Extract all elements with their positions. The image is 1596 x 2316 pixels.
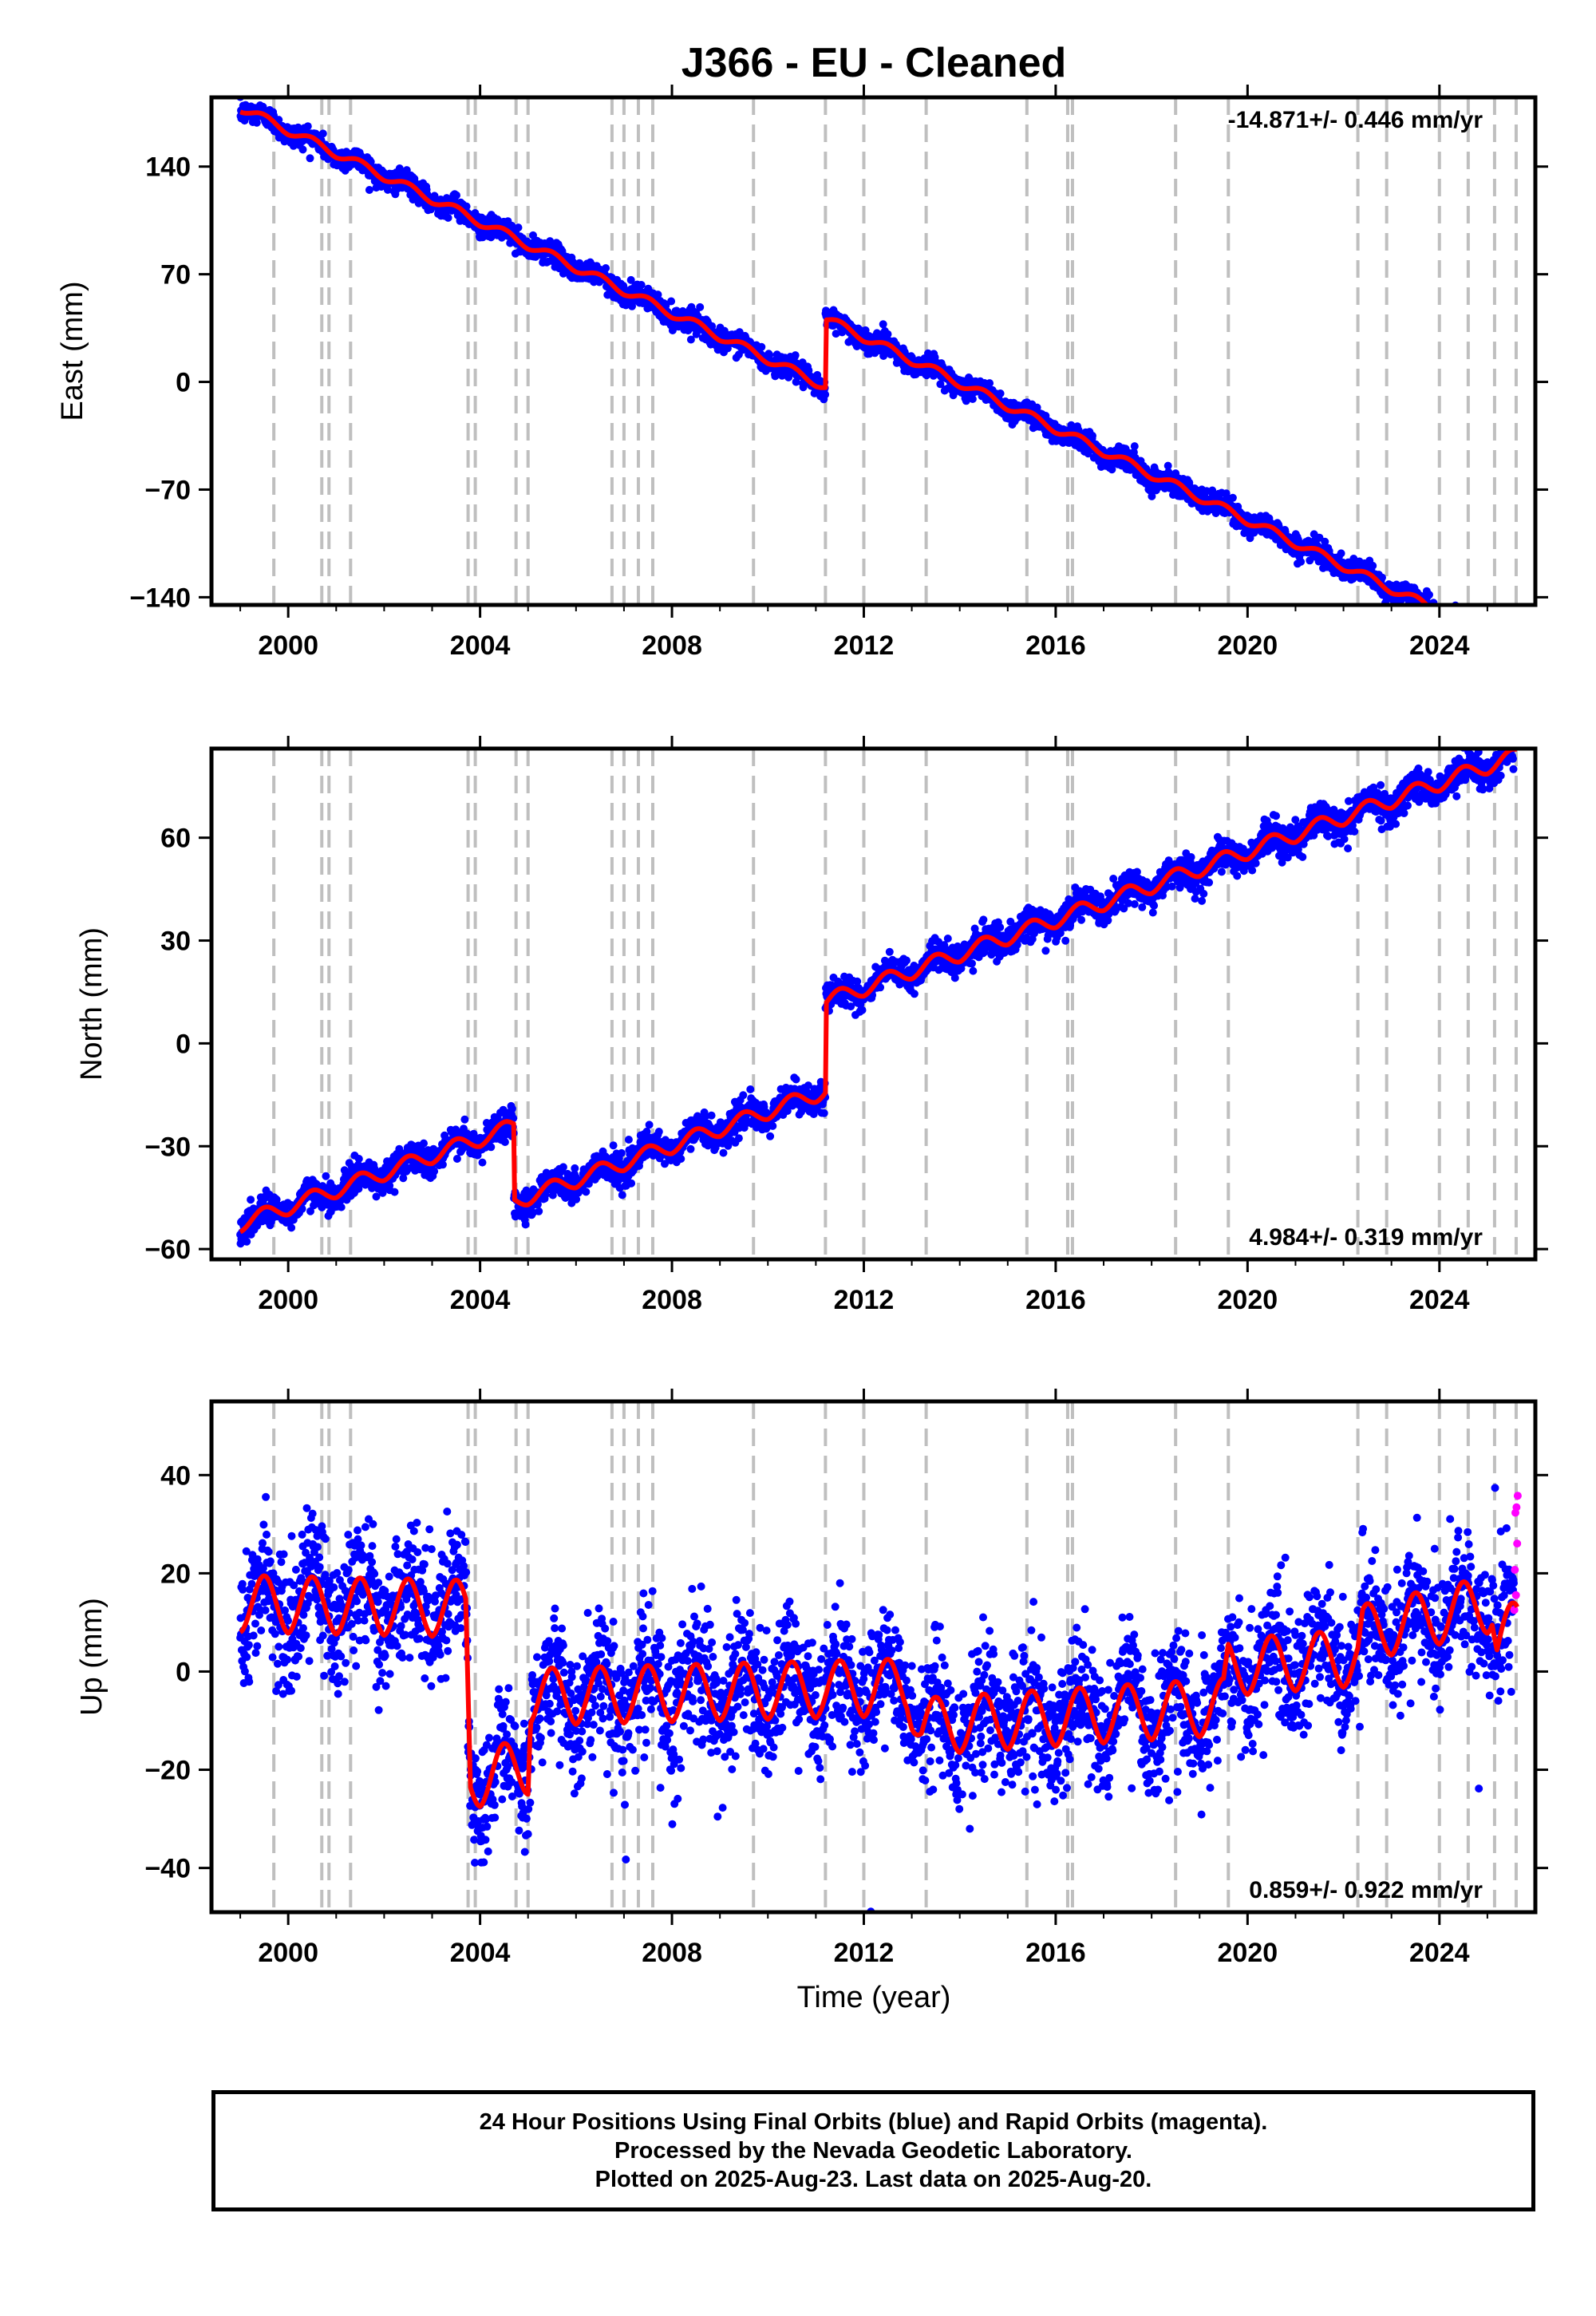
y-tick-label: −60 [144, 1235, 191, 1265]
plot-area [236, 723, 1519, 1259]
x-tick-label: 2004 [450, 1938, 511, 1968]
y-axis-label: East (mm) [56, 281, 89, 421]
rate-label: 4.984+/- 0.319 mm/yr [1249, 1224, 1483, 1251]
y-tick-label: −140 [129, 583, 191, 613]
y-tick-label: 0 [176, 1029, 191, 1059]
final-orbit-points [236, 97, 1470, 605]
panel-frame [209, 746, 1538, 1262]
model-curve [239, 1573, 1519, 1809]
panel-frame [209, 95, 1538, 607]
y-tick-label: −20 [144, 1756, 191, 1786]
x-tick-label: 2024 [1409, 630, 1470, 661]
x-tick-label: 2000 [258, 1938, 318, 1968]
plot-area [236, 1401, 1522, 1912]
y-tick-label: 20 [160, 1559, 191, 1589]
x-tick-label: 2012 [834, 1285, 895, 1315]
x-tick-label: 2012 [834, 1938, 895, 1968]
rapid-orbit-points [1515, 723, 1518, 745]
y-axis-label: Up (mm) [75, 1598, 109, 1716]
x-tick-label: 2008 [642, 1938, 702, 1968]
rate-label: 0.859+/- 0.922 mm/yr [1249, 1877, 1483, 1903]
y-tick-label: −70 [144, 475, 191, 505]
final-orbit-points [236, 1484, 1518, 1912]
chart-title: J366 - EU - Cleaned [681, 40, 1067, 86]
plot-area [236, 97, 1518, 657]
x-tick-label: 2016 [1025, 1285, 1086, 1315]
x-tick-label: 2008 [642, 630, 702, 661]
y-tick-label: 30 [160, 927, 191, 957]
x-tick-label: 2020 [1218, 630, 1278, 661]
x-tick-label: 2016 [1025, 1938, 1086, 1968]
model-curve [239, 749, 1519, 1235]
x-tick-label: 2020 [1218, 1285, 1278, 1315]
x-tick-label: 2000 [258, 1285, 318, 1315]
footnote-line-1: 24 Hour Positions Using Final Orbits (bl… [479, 2109, 1268, 2135]
model-curve [239, 109, 1431, 605]
rapid-orbit-points [1515, 640, 1518, 657]
x-tick-label: 2024 [1409, 1938, 1470, 1968]
y-tick-label: 140 [145, 152, 191, 183]
y-tick-label: −30 [144, 1132, 191, 1162]
panel-north: 60 30 0 −30 −60 2000 2004 2008 2012 2016 2020 2024 N… [75, 723, 1548, 1315]
x-tick-label: 2004 [450, 1285, 511, 1315]
x-tick-label: 2004 [450, 630, 511, 661]
footnote-line-2: Processed by the Nevada Geodetic Laborat… [614, 2138, 1132, 2164]
y-tick-label: 0 [176, 368, 191, 398]
y-tick-label: 0 [176, 1657, 191, 1687]
x-tick-label: 2016 [1025, 630, 1086, 661]
x-axis-label: Time (year) [797, 1981, 951, 2014]
rapid-orbit-points [1510, 1492, 1522, 1614]
x-tick-label: 2000 [258, 630, 318, 661]
y-tick-label: 60 [160, 824, 191, 854]
final-orbit-points [236, 749, 1518, 1248]
y-tick-label: 70 [160, 260, 191, 290]
y-tick-label: −40 [144, 1854, 191, 1884]
y-axis-label: North (mm) [75, 927, 109, 1081]
rate-label: -14.871+/- 0.446 mm/yr [1228, 107, 1483, 133]
x-tick-label: 2008 [642, 1285, 702, 1315]
panel-frame [209, 1399, 1538, 1915]
footnote-box: 24 Hour Positions Using Final Orbits (bl… [211, 2090, 1535, 2211]
y-tick-label: 40 [160, 1460, 191, 1491]
panel-east: 140 70 0 −70 −140 2000 2004 2008 2012 2016 2020 202… [56, 85, 1548, 661]
panel-up: 40 20 0 −20 −40 2000 2004 2008 2012 2016 2020 2024 U… [75, 1389, 1548, 1968]
x-tick-label: 2020 [1218, 1938, 1278, 1968]
x-tick-label: 2012 [834, 630, 895, 661]
x-tick-label: 2024 [1409, 1285, 1470, 1315]
footnote-line-3: Plotted on 2025-Aug-23. Last data on 202… [595, 2167, 1152, 2192]
